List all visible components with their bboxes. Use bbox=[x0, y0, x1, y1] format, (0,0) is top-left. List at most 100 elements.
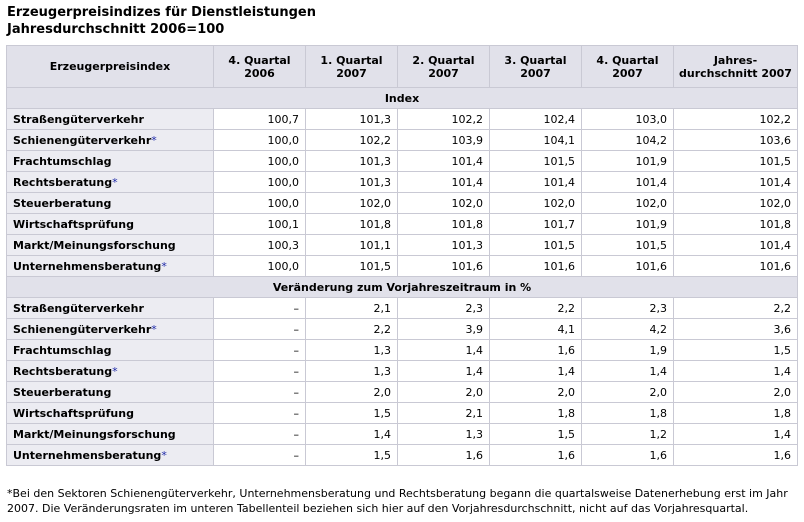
value-cell: – bbox=[213, 402, 306, 424]
value-cell: 1,5 bbox=[489, 423, 582, 445]
row-label-cell: Steuerberatung bbox=[6, 192, 214, 214]
value-cell: 101,4 bbox=[581, 171, 674, 193]
value-cell: 1,3 bbox=[397, 423, 490, 445]
value-cell: 101,5 bbox=[581, 234, 674, 256]
value-cell: – bbox=[213, 444, 306, 466]
page-title: Erzeugerpreisindizes für Dienstleistunge… bbox=[7, 4, 316, 38]
table-row: Straßengüterverkehr –2,1 2,3 2,2 2,3 2,2 bbox=[6, 297, 798, 319]
row-label: Steuerberatung bbox=[13, 385, 112, 399]
value-cell: 101,8 bbox=[305, 213, 398, 235]
row-label: Markt/Meinungsforschung bbox=[13, 238, 176, 252]
value-cell: 101,8 bbox=[397, 213, 490, 235]
row-label: Rechtsberatung bbox=[13, 364, 113, 378]
value-cell: 101,6 bbox=[581, 255, 674, 277]
value-cell: 101,4 bbox=[673, 234, 798, 256]
table-row: Frachtumschlag –1,3 1,4 1,6 1,9 1,5 bbox=[6, 339, 798, 361]
row-label: Wirtschaftsprüfung bbox=[13, 406, 134, 420]
value-cell: 2,1 bbox=[397, 402, 490, 424]
table-row: Steuerberatung 100,0 102,0 102,0 102,0 102,0 1… bbox=[6, 192, 798, 214]
value-cell: 2,1 bbox=[305, 297, 398, 319]
value-cell: – bbox=[213, 318, 306, 340]
row-label-cell: Steuerberatung bbox=[6, 381, 214, 403]
row-label-cell: Rechtsberatung* bbox=[6, 171, 214, 193]
value-cell: 1,3 bbox=[305, 360, 398, 382]
title-line-2: Jahresdurchschnitt 2006=100 bbox=[7, 22, 225, 37]
section-title: Veränderung zum Vorjahreszeitraum in % bbox=[6, 276, 798, 298]
value-cell: 100,0 bbox=[213, 129, 306, 151]
value-cell: 102,2 bbox=[305, 129, 398, 151]
value-cell: 3,6 bbox=[673, 318, 798, 340]
table-row: Rechtsberatung* –1,3 1,4 1,4 1,4 1,4 bbox=[6, 360, 798, 382]
value-cell: 102,0 bbox=[489, 192, 582, 214]
table-row: Schienengüterverkehr* 100,0 102,2 103,9 104,… bbox=[6, 129, 798, 151]
value-cell: 102,2 bbox=[397, 108, 490, 130]
value-cell: 101,9 bbox=[581, 150, 674, 172]
value-cell: 2,2 bbox=[489, 297, 582, 319]
table-row: Straßengüterverkehr 100,7 101,3 102,2 102,4 1… bbox=[6, 108, 798, 130]
value-cell: 101,4 bbox=[397, 171, 490, 193]
row-label: Steuerberatung bbox=[13, 196, 112, 210]
value-cell: 103,0 bbox=[581, 108, 674, 130]
row-label-cell: Wirtschaftsprüfung bbox=[6, 213, 214, 235]
row-label-cell: Schienengüterverkehr* bbox=[6, 318, 214, 340]
section-title: Index bbox=[6, 87, 798, 109]
table-row: Unternehmensberatung* –1,5 1,6 1,6 1,6 1,6 bbox=[6, 444, 798, 466]
table-row: Markt/Meinungsforschung –1,4 1,3 1,5 1,2 1,4 bbox=[6, 423, 798, 445]
value-cell: 102,0 bbox=[397, 192, 490, 214]
section-header-row: Index bbox=[6, 87, 798, 109]
value-cell: 101,9 bbox=[581, 213, 674, 235]
footnote-marker: * bbox=[112, 175, 118, 189]
value-cell: 101,5 bbox=[673, 150, 798, 172]
row-label: Frachtumschlag bbox=[13, 154, 112, 168]
value-cell: 1,6 bbox=[397, 444, 490, 466]
value-cell: 1,5 bbox=[305, 444, 398, 466]
value-cell: 101,3 bbox=[305, 171, 398, 193]
section-header-row: Veränderung zum Vorjahreszeitraum in % bbox=[6, 276, 798, 298]
value-cell: 2,0 bbox=[305, 381, 398, 403]
row-label-cell: Frachtumschlag bbox=[6, 339, 214, 361]
value-cell: 2,0 bbox=[489, 381, 582, 403]
header-cell-index: Erzeugerpreisindex bbox=[6, 45, 214, 88]
value-cell: 1,5 bbox=[305, 402, 398, 424]
value-cell: 2,0 bbox=[581, 381, 674, 403]
footnote-marker: * bbox=[151, 133, 157, 147]
row-label-cell: Rechtsberatung* bbox=[6, 360, 214, 382]
header-cell-annual-2007: Jahres-durchschnitt 2007 bbox=[673, 45, 798, 88]
value-cell: 2,0 bbox=[673, 381, 798, 403]
value-cell: – bbox=[213, 339, 306, 361]
row-label-cell: Frachtumschlag bbox=[6, 150, 214, 172]
row-label: Frachtumschlag bbox=[13, 343, 112, 357]
value-cell: 103,9 bbox=[397, 129, 490, 151]
row-label-cell: Wirtschaftsprüfung bbox=[6, 402, 214, 424]
header-cell-q2-2007: 2. Quartal 2007 bbox=[397, 45, 490, 88]
header-cell-q3-2007: 3. Quartal 2007 bbox=[489, 45, 582, 88]
row-label-cell: Schienengüterverkehr* bbox=[6, 129, 214, 151]
value-cell: 101,6 bbox=[489, 255, 582, 277]
value-cell: 2,2 bbox=[305, 318, 398, 340]
table-row: Steuerberatung –2,0 2,0 2,0 2,0 2,0 bbox=[6, 381, 798, 403]
footnote-marker: * bbox=[161, 448, 167, 462]
value-cell: 1,4 bbox=[673, 423, 798, 445]
value-cell: 102,0 bbox=[305, 192, 398, 214]
row-label-cell: Unternehmensberatung* bbox=[6, 444, 214, 466]
value-cell: 1,4 bbox=[305, 423, 398, 445]
table-row: Schienengüterverkehr* –2,2 3,9 4,1 4,2 3,6 bbox=[6, 318, 798, 340]
header-cell-q1-2007: 1. Quartal 2007 bbox=[305, 45, 398, 88]
table-row: Wirtschaftsprüfung 100,1 101,8 101,8 101,7 10… bbox=[6, 213, 798, 235]
footnote: *Bei den Sektoren Schienengüterverkehr, … bbox=[7, 487, 788, 515]
value-cell: 101,3 bbox=[397, 234, 490, 256]
value-cell: 4,2 bbox=[581, 318, 674, 340]
title-line-1: Erzeugerpreisindizes für Dienstleistunge… bbox=[7, 5, 316, 20]
value-cell: 101,6 bbox=[673, 255, 798, 277]
header-cell-q4-2007: 4. Quartal 2007 bbox=[581, 45, 674, 88]
value-cell: – bbox=[213, 297, 306, 319]
value-cell: – bbox=[213, 360, 306, 382]
value-cell: 101,5 bbox=[489, 150, 582, 172]
value-cell: 100,0 bbox=[213, 255, 306, 277]
value-cell: 1,3 bbox=[305, 339, 398, 361]
value-cell: 102,4 bbox=[489, 108, 582, 130]
value-cell: 104,2 bbox=[581, 129, 674, 151]
value-cell: 101,4 bbox=[489, 171, 582, 193]
table-row: Wirtschaftsprüfung –1,5 2,1 1,8 1,8 1,8 bbox=[6, 402, 798, 424]
value-cell: 100,0 bbox=[213, 192, 306, 214]
